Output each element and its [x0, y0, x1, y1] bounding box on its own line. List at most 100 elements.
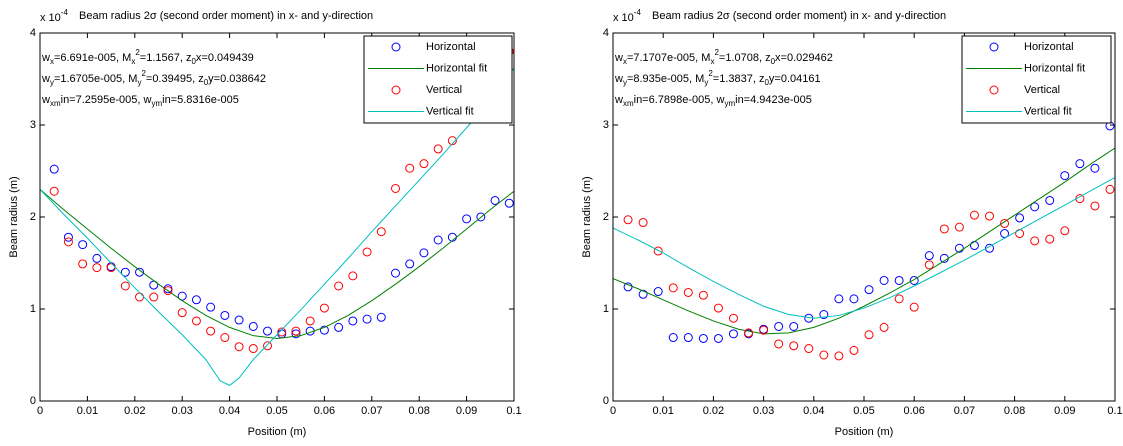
data-point: [206, 302, 216, 312]
data-point: [969, 210, 979, 220]
data-point: [653, 246, 663, 256]
data-point: [1030, 202, 1040, 212]
x-tick-label: 0.1: [1107, 405, 1122, 417]
data-point: [63, 237, 73, 247]
x-tick-label: 0.08: [1004, 405, 1025, 417]
x-tick-label: 0.06: [903, 405, 924, 417]
text-segment: =1.1567, z: [140, 52, 192, 64]
data-point: [319, 325, 329, 335]
text-segment: 2: [135, 48, 140, 57]
fit-line: [613, 147, 1115, 335]
text-segment: 0: [191, 57, 196, 66]
data-point: [504, 198, 514, 208]
legend-label: Vertical: [1024, 84, 1060, 96]
legend-label: Horizontal fit: [1024, 62, 1085, 74]
data-point: [206, 326, 216, 336]
data-point: [291, 326, 301, 336]
x-tick-label: 0.09: [1054, 405, 1075, 417]
data-point: [909, 275, 919, 285]
annotation: wx=7.1707e-005, Mx2=1.0708, z0x=0.029462: [614, 48, 833, 66]
y-tick-label: 4: [30, 27, 36, 39]
data-point: [683, 333, 693, 343]
data-point: [864, 285, 874, 295]
data-point: [248, 344, 258, 354]
data-point: [894, 294, 904, 304]
data-point: [954, 222, 964, 232]
data-point: [263, 326, 273, 336]
text-segment: =6.691e-005, M: [54, 52, 131, 64]
data-point: [405, 163, 415, 173]
x-tick-label: 0.07: [361, 405, 382, 417]
y-axis-label: Beam radius (m): [581, 176, 593, 257]
y-tick-label: 1: [30, 303, 36, 315]
text-segment: x: [710, 57, 714, 66]
y-tick-label: 0: [603, 395, 609, 407]
text-segment: ym: [724, 99, 735, 108]
chart-title: Beam radius 2σ (second order moment) in …: [79, 10, 373, 22]
data-point: [248, 321, 258, 331]
x-tick-label: 0.05: [853, 405, 874, 417]
plot-content: [613, 121, 1115, 361]
data-point: [1060, 171, 1070, 181]
data-point: [405, 259, 415, 269]
legend-box: [961, 35, 1112, 124]
data-point: [419, 248, 429, 258]
legend-label: Vertical: [426, 84, 462, 96]
y-tick-label: 3: [603, 119, 609, 131]
data-point: [334, 281, 344, 291]
text-segment: -4: [61, 8, 69, 17]
data-point: [49, 164, 59, 174]
data-point: [909, 302, 919, 312]
data-point: [391, 268, 400, 278]
data-point: [985, 211, 994, 221]
data-point: [713, 333, 723, 343]
data-point: [220, 310, 230, 320]
text-segment: 0: [204, 78, 209, 87]
data-point: [668, 283, 678, 293]
data-point: [879, 275, 889, 285]
data-point: [819, 350, 829, 360]
text-segment: x=0.049439: [196, 52, 254, 64]
text-segment: in=5.8316e-005: [162, 94, 239, 106]
text-segment: x: [50, 57, 54, 66]
data-point: [759, 325, 769, 335]
data-point: [348, 271, 358, 281]
text-segment: =1.6705e-005, M: [54, 73, 137, 85]
data-point: [653, 287, 663, 297]
data-point: [376, 227, 386, 237]
data-point: [1045, 195, 1055, 205]
x-axis-label: Position (m): [248, 426, 307, 438]
data-point: [376, 312, 386, 322]
text-segment: w: [614, 94, 623, 106]
legend-label: Horizontal: [1024, 41, 1074, 53]
y-multiplier: x 10-4: [613, 8, 641, 24]
data-point: [879, 322, 889, 332]
legend-box: [363, 35, 513, 124]
legend-symbol: [989, 42, 999, 52]
data-point: [277, 327, 287, 337]
data-point: [163, 286, 173, 296]
data-point: [728, 313, 738, 323]
data-point: [305, 316, 315, 326]
data-point: [263, 341, 273, 351]
x-tick-label: 0.01: [652, 405, 673, 417]
data-point: [433, 235, 443, 245]
x-tick-label: 0: [610, 405, 616, 417]
chart: 0 0.01 0.02 0.03 0.04 0.05 0.06 0.07 0.08 0.09 0.1…: [8, 8, 522, 438]
data-point: [638, 218, 648, 228]
data-point: [849, 294, 859, 304]
text-segment: w: [614, 73, 623, 85]
data-point: [819, 310, 829, 320]
text-segment: =1.0708, z: [719, 52, 771, 64]
data-point: [362, 247, 372, 257]
data-point: [49, 186, 59, 196]
data-point: [78, 240, 88, 250]
text-segment: y: [704, 78, 708, 87]
data-point: [1045, 234, 1055, 244]
data-point: [713, 303, 723, 313]
text-segment: y=0.04161: [769, 73, 821, 85]
data-point: [220, 333, 230, 343]
data-point: [348, 316, 358, 326]
annotation: wx=6.691e-005, Mx2=1.1567, z0x=0.049439: [41, 48, 254, 66]
data-point: [462, 214, 472, 224]
